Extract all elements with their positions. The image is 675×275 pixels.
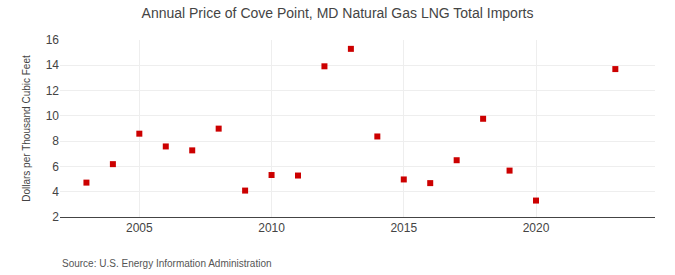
- svg-text:Dollars per Thousand Cubic Fee: Dollars per Thousand Cubic Feet: [21, 55, 32, 202]
- svg-text:2020: 2020: [523, 221, 550, 235]
- svg-text:Source: U.S. Energy Informatio: Source: U.S. Energy Information Administ…: [62, 258, 272, 269]
- svg-text:2005: 2005: [126, 221, 153, 235]
- svg-text:6: 6: [52, 160, 59, 174]
- svg-text:14: 14: [46, 58, 60, 72]
- svg-text:8: 8: [52, 134, 59, 148]
- svg-text:2015: 2015: [390, 221, 417, 235]
- svg-text:2: 2: [52, 210, 59, 224]
- svg-text:12: 12: [46, 84, 60, 98]
- svg-text:10: 10: [46, 109, 60, 123]
- svg-text:2010: 2010: [258, 221, 285, 235]
- svg-text:4: 4: [52, 185, 59, 199]
- svg-text:16: 16: [46, 33, 60, 47]
- svg-text:Annual Price of Cove Point, MD: Annual Price of Cove Point, MD Natural G…: [142, 5, 534, 21]
